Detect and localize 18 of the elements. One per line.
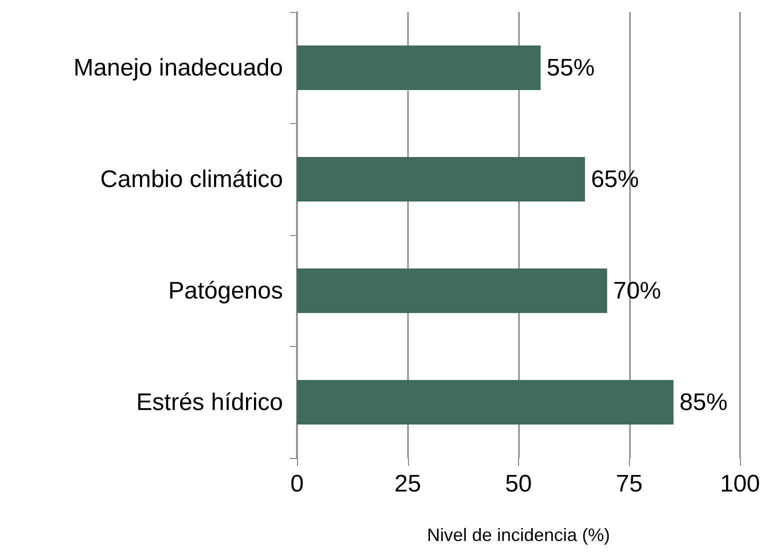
data-label: 70% <box>613 277 662 304</box>
data-label: 85% <box>680 388 728 416</box>
bar <box>297 380 674 425</box>
x-tick-label: 0 <box>290 470 304 498</box>
x-tick-label: 75 <box>616 470 643 498</box>
x-tick-label: 25 <box>394 470 422 498</box>
y-tick-label: Patógenos <box>168 277 283 304</box>
y-tick-label: Estrés hídrico <box>136 388 283 416</box>
y-tick-label: Cambio climático <box>100 166 283 193</box>
data-label: 65% <box>590 166 639 193</box>
x-tick-label: 100 <box>720 470 760 498</box>
data-label: 55% <box>546 54 595 82</box>
y-tick-label: Manejo inadecuado <box>74 54 283 82</box>
bar <box>297 268 608 314</box>
bar <box>297 45 541 90</box>
x-tick-label: 50 <box>505 470 532 498</box>
bar <box>297 156 585 202</box>
x-axis-title: Nivel de incidencia (%) <box>426 525 610 545</box>
